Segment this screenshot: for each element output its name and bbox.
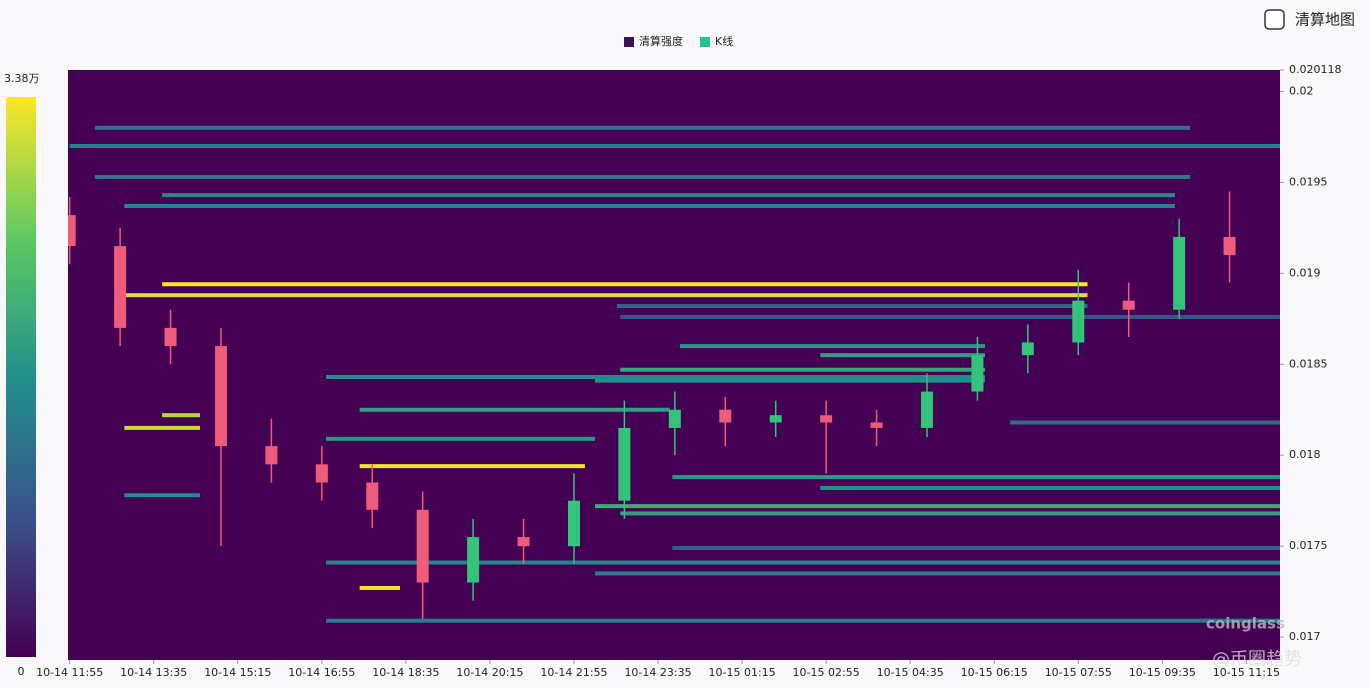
corner-watermark: @币圈趋势 [1212,649,1302,670]
x-tick-label: 10-15 01:15 [708,666,775,679]
candle-body [1021,342,1034,356]
liquidation-band [1010,420,1280,425]
liquidation-band [162,413,200,418]
y-tick-label: 0.018 [1289,448,1321,461]
x-tick-label: 10-14 11:55 [36,666,103,679]
x-tick-label: 10-14 15:15 [204,666,271,679]
plot-area [68,70,1280,665]
y-tick-label: 0.017 [1289,630,1321,643]
legend-label: 清算强度 [639,34,683,48]
liquidation-band [124,204,1175,209]
y-tick-label: 0.0185 [1289,357,1328,370]
x-tick-label: 10-15 04:35 [877,666,944,679]
candle-body [214,346,227,447]
candle-body [920,391,933,428]
x-tick-label: 10-14 16:55 [288,666,355,679]
legend-swatch [700,37,710,47]
liquidation-band [360,661,1280,665]
y-tick-label: 0.0175 [1289,539,1328,552]
candle-body [971,355,984,392]
liquidation-band [820,485,1280,490]
colorbar [6,97,36,657]
x-tick-label: 10-14 13:35 [120,666,187,679]
x-tick-label: 10-15 06:15 [961,666,1028,679]
x-tick-label: 10-15 09:35 [1129,666,1196,679]
liquidation-band [69,144,1280,149]
watermark: coinglass [1206,615,1285,633]
candle-body [1223,236,1236,256]
liquidation-band [672,475,1280,480]
y-tick-label: 0.0195 [1289,175,1328,188]
x-tick-label: 10-14 18:35 [372,666,439,679]
x-tick-label: 10-15 11:15 [1213,666,1280,679]
y-tick-label: 0.019 [1289,266,1321,279]
legend-label: K线 [715,34,733,48]
y-tick-label: 0.020118 [1289,63,1342,76]
x-tick-label: 10-15 07:55 [1045,666,1112,679]
toggle-label[interactable]: 清算地图 [1295,11,1355,29]
candle-body [114,246,127,328]
liquidation-band [679,344,985,349]
liquidation-band [594,571,1280,576]
x-tick-label: 10-14 20:15 [456,666,523,679]
liquidation-band [359,585,400,590]
liquidation-band [94,125,1191,130]
candle-body [668,409,681,428]
candle-body [315,464,328,483]
x-tick-label: 10-14 23:35 [624,666,691,679]
colorbar-label: 3.38万 [4,72,40,85]
liquidation-band [620,314,1280,319]
liquidation-band [124,425,200,430]
x-tick-label: 10-14 21:55 [540,666,607,679]
candle-body [1122,300,1135,310]
liquidation-band [359,464,585,469]
candle-body [517,537,530,547]
candle-body [820,415,833,423]
liquidation-band [326,560,1280,565]
liquidation-band [326,375,985,380]
liquidation-band [672,545,1280,550]
candle-body [416,509,429,583]
legend-swatch [624,37,634,47]
candle-body [68,215,76,247]
liquidation-band [124,293,1088,298]
candle-body [769,415,782,423]
candle-body [164,327,177,347]
liquidation-band [94,174,1191,179]
colorbar-label: 0 [18,665,25,678]
candle-body [618,427,631,501]
toggle-checkbox[interactable] [1264,9,1285,30]
liquidation-band [326,436,595,441]
liquidation-band [620,367,985,372]
liquidation-band [359,407,670,412]
candle-body [719,409,732,423]
liquidation-band [820,353,985,358]
liquidation-band [616,304,1088,309]
candle-body [467,537,480,583]
y-tick-label: 0.02 [1289,84,1314,97]
liquidation-band [162,193,1175,198]
candle-body [1072,300,1085,343]
liquidation-band [326,618,1280,623]
liquidation-band [124,493,200,498]
x-tick-label: 10-15 02:55 [793,666,860,679]
candle-body [265,446,278,465]
liquidation-band [162,282,1088,287]
candle-body [1173,236,1186,310]
candle-body [366,482,379,510]
liquidation-band [594,378,985,383]
liquidation-band [620,511,1280,516]
candle-body [870,422,883,428]
candle-body [567,500,580,547]
liquidation-band [594,504,1280,509]
